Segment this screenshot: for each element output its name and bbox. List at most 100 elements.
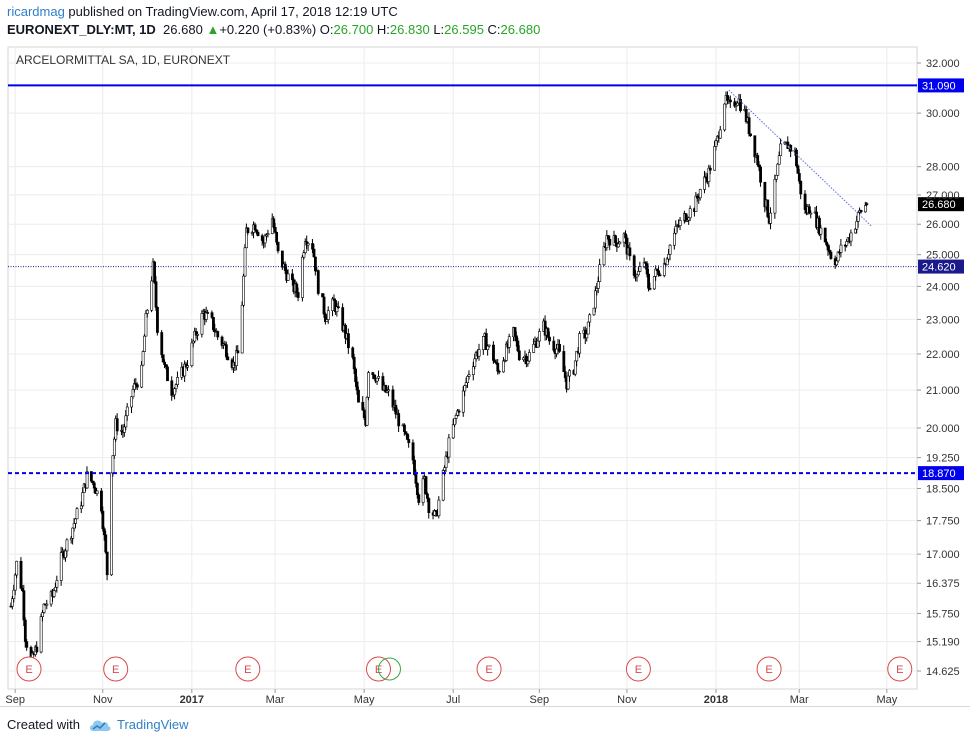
candle[interactable]	[296, 287, 300, 302]
candle[interactable]	[253, 222, 257, 231]
candle[interactable]	[652, 276, 656, 290]
candle[interactable]	[647, 268, 650, 292]
candle[interactable]	[502, 356, 505, 373]
candle[interactable]	[546, 327, 550, 339]
candle[interactable]	[608, 235, 612, 251]
candle[interactable]	[39, 613, 43, 654]
earnings-marker[interactable]: E	[365, 656, 401, 682]
candle[interactable]	[568, 369, 571, 382]
candle[interactable]	[411, 439, 415, 465]
candle[interactable]	[723, 103, 727, 132]
candle[interactable]	[504, 341, 508, 362]
candle[interactable]	[473, 353, 477, 370]
candle[interactable]	[322, 293, 326, 318]
candle[interactable]	[552, 336, 556, 353]
candle[interactable]	[799, 180, 803, 200]
candle[interactable]	[558, 339, 561, 353]
candle[interactable]	[678, 216, 682, 231]
candle[interactable]	[525, 353, 528, 368]
candle[interactable]	[235, 345, 238, 371]
candle[interactable]	[41, 610, 44, 622]
candle[interactable]	[526, 360, 530, 367]
candle[interactable]	[355, 376, 359, 395]
candle[interactable]	[617, 238, 620, 248]
candle[interactable]	[210, 310, 214, 319]
candle[interactable]	[332, 294, 336, 301]
candle[interactable]	[59, 546, 63, 586]
candle[interactable]	[766, 199, 770, 219]
candle[interactable]	[150, 276, 154, 313]
earnings-marker[interactable]: E	[103, 656, 129, 682]
candle[interactable]	[15, 560, 19, 579]
candle[interactable]	[496, 359, 500, 375]
candle[interactable]	[89, 471, 93, 483]
candle[interactable]	[417, 492, 421, 506]
candle[interactable]	[739, 94, 742, 113]
candle[interactable]	[826, 243, 830, 256]
earnings-marker[interactable]: E	[756, 656, 782, 682]
candle[interactable]	[803, 190, 807, 214]
candle[interactable]	[437, 496, 441, 519]
candle[interactable]	[585, 328, 589, 342]
candle[interactable]	[405, 432, 409, 441]
candle[interactable]	[216, 330, 220, 341]
candle[interactable]	[688, 205, 692, 222]
candle[interactable]	[135, 382, 139, 391]
candle[interactable]	[397, 409, 401, 433]
candle[interactable]	[365, 396, 369, 427]
candle[interactable]	[92, 480, 96, 494]
candle[interactable]	[286, 269, 290, 281]
candle[interactable]	[454, 413, 458, 424]
candle[interactable]	[100, 487, 103, 514]
candle[interactable]	[344, 323, 347, 345]
candle[interactable]	[170, 376, 174, 401]
candle[interactable]	[427, 496, 431, 519]
candle[interactable]	[276, 241, 280, 254]
candle[interactable]	[105, 551, 109, 581]
candle[interactable]	[42, 603, 46, 614]
candle[interactable]	[11, 595, 14, 610]
candle[interactable]	[734, 100, 738, 112]
candle[interactable]	[176, 371, 179, 388]
candle[interactable]	[81, 487, 85, 508]
candle[interactable]	[124, 410, 128, 431]
candle[interactable]	[240, 301, 244, 354]
candle[interactable]	[596, 276, 600, 294]
candle[interactable]	[280, 250, 284, 270]
candle[interactable]	[698, 188, 702, 201]
candle[interactable]	[75, 507, 79, 520]
candle[interactable]	[163, 359, 167, 369]
candle[interactable]	[562, 345, 566, 372]
candle[interactable]	[592, 307, 596, 316]
candle[interactable]	[744, 105, 748, 124]
candle[interactable]	[532, 338, 536, 354]
candle[interactable]	[303, 238, 307, 255]
candle[interactable]	[226, 353, 230, 361]
candle[interactable]	[156, 306, 159, 336]
candle[interactable]	[371, 371, 375, 380]
candle[interactable]	[829, 249, 833, 260]
candle[interactable]	[183, 360, 187, 382]
candle[interactable]	[65, 538, 69, 557]
candle[interactable]	[204, 306, 208, 323]
candle[interactable]	[789, 144, 793, 158]
candle[interactable]	[774, 174, 778, 183]
candle[interactable]	[141, 350, 145, 367]
candle[interactable]	[120, 424, 123, 436]
candle[interactable]	[347, 328, 350, 354]
candle[interactable]	[471, 361, 475, 381]
candle[interactable]	[777, 151, 781, 165]
candle[interactable]	[674, 220, 678, 235]
candle[interactable]	[662, 257, 666, 278]
candle[interactable]	[256, 230, 260, 237]
candle[interactable]	[387, 385, 391, 397]
candle[interactable]	[456, 409, 459, 417]
candle[interactable]	[484, 328, 488, 350]
candle[interactable]	[190, 338, 194, 368]
candle[interactable]	[578, 331, 582, 358]
candle[interactable]	[361, 396, 365, 411]
candle[interactable]	[527, 349, 531, 363]
candle[interactable]	[602, 241, 606, 267]
candle[interactable]	[161, 354, 165, 363]
candle[interactable]	[648, 282, 652, 291]
